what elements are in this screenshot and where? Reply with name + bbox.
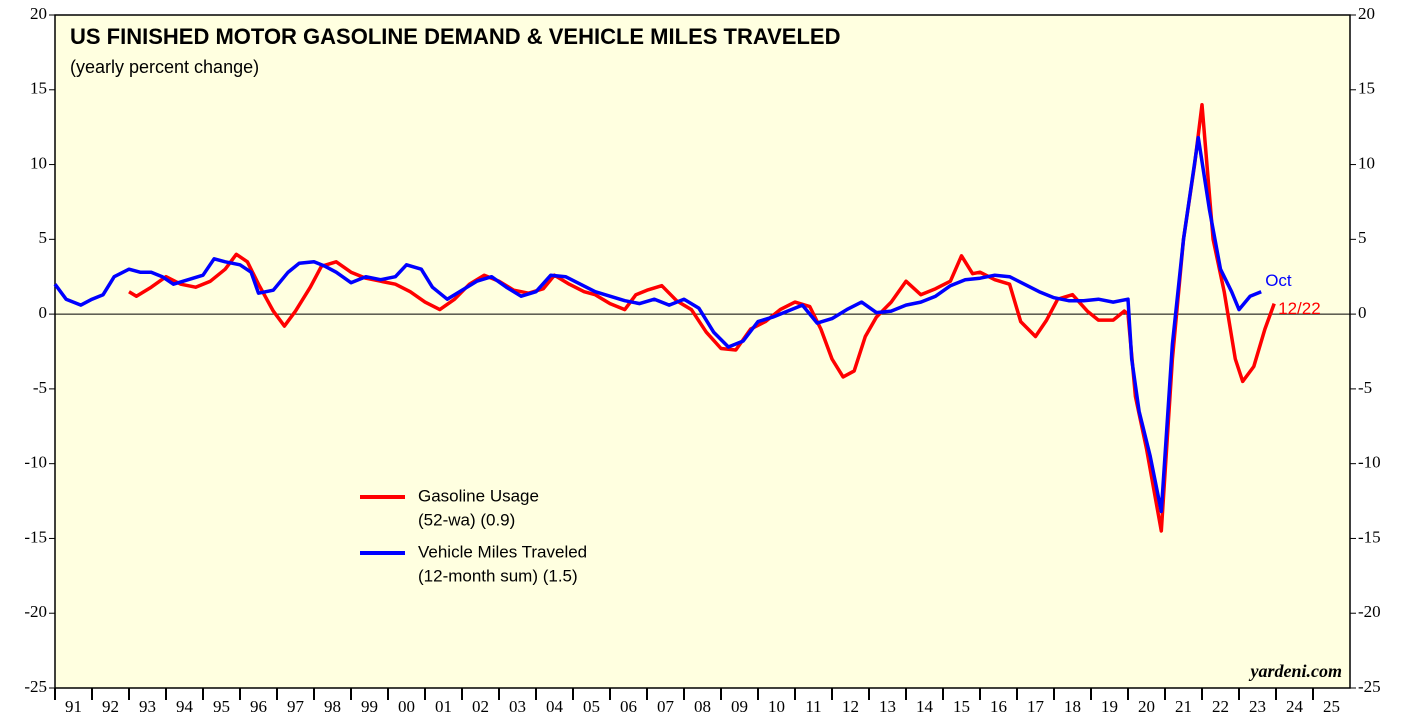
x-tick-label: 97: [287, 697, 305, 716]
x-tick-label: 06: [620, 697, 637, 716]
x-tick-label: 07: [657, 697, 675, 716]
x-tick-label: 13: [879, 697, 896, 716]
legend-note: (52-wa) (0.9): [418, 510, 515, 529]
x-tick-label: 95: [213, 697, 230, 716]
plot-area: [54, 14, 1351, 689]
chart-title: US FINISHED MOTOR GASOLINE DEMAND & VEHI…: [70, 24, 840, 49]
source: yardeni.com: [1249, 661, 1343, 681]
legend-note: (12-month sum) (1.5): [418, 566, 578, 585]
x-tick-label: 10: [768, 697, 785, 716]
chart-subtitle: (yearly percent change): [70, 57, 259, 77]
y-tick-label-right: 5: [1358, 228, 1367, 247]
y-tick-label: -20: [24, 602, 47, 621]
x-tick-label: 16: [990, 697, 1007, 716]
end-label: 12/22: [1278, 299, 1321, 318]
y-tick-label: 15: [30, 79, 47, 98]
x-tick-label: 22: [1212, 697, 1229, 716]
y-tick-label-right: 0: [1358, 303, 1367, 322]
x-tick-label: 19: [1101, 697, 1118, 716]
x-tick-label: 24: [1286, 697, 1304, 716]
y-tick-label: 10: [30, 153, 47, 172]
y-tick-label: -25: [24, 677, 47, 696]
x-tick-label: 18: [1064, 697, 1081, 716]
legend-label: Vehicle Miles Traveled: [418, 542, 587, 561]
x-tick-label: 04: [546, 697, 564, 716]
y-tick-label-right: 20: [1358, 4, 1375, 23]
x-tick-label: 91: [65, 697, 82, 716]
x-tick-label: 17: [1027, 697, 1045, 716]
x-tick-label: 11: [805, 697, 821, 716]
legend-label: Gasoline Usage: [418, 486, 539, 505]
x-tick-label: 96: [250, 697, 267, 716]
y-tick-label: -10: [24, 453, 47, 472]
x-tick-label: 08: [694, 697, 711, 716]
y-tick-label-right: -10: [1358, 453, 1381, 472]
y-tick-label: -5: [33, 378, 47, 397]
y-tick-label: 20: [30, 4, 47, 23]
x-tick-label: 94: [176, 697, 194, 716]
x-tick-label: 20: [1138, 697, 1155, 716]
x-tick-label: 03: [509, 697, 526, 716]
y-tick-label-right: -25: [1358, 677, 1381, 696]
y-tick-label: 0: [39, 303, 48, 322]
series-line: [53, 135, 1262, 514]
x-tick-label: 99: [361, 697, 378, 716]
x-tick-label: 14: [916, 697, 934, 716]
x-tick-label: 00: [398, 697, 415, 716]
x-tick-label: 09: [731, 697, 748, 716]
x-tick-label: 05: [583, 697, 600, 716]
x-tick-label: 01: [435, 697, 452, 716]
x-tick-label: 25: [1323, 697, 1340, 716]
y-tick-label-right: 10: [1358, 153, 1375, 172]
x-tick-label: 02: [472, 697, 489, 716]
y-tick-label-right: 15: [1358, 79, 1375, 98]
x-tick-label: 12: [842, 697, 859, 716]
y-tick-label-right: -5: [1358, 378, 1372, 397]
x-tick-label: 93: [139, 697, 156, 716]
x-tick-label: 92: [102, 697, 119, 716]
end-label: Oct: [1265, 271, 1292, 290]
y-tick-label-right: -20: [1358, 602, 1381, 621]
y-tick-label: 5: [39, 228, 48, 247]
y-tick-label-right: -15: [1358, 527, 1381, 546]
x-tick-label: 21: [1175, 697, 1192, 716]
x-tick-label: 23: [1249, 697, 1266, 716]
x-tick-label: 98: [324, 697, 341, 716]
x-tick-label: 15: [953, 697, 970, 716]
y-tick-label: -15: [24, 527, 47, 546]
